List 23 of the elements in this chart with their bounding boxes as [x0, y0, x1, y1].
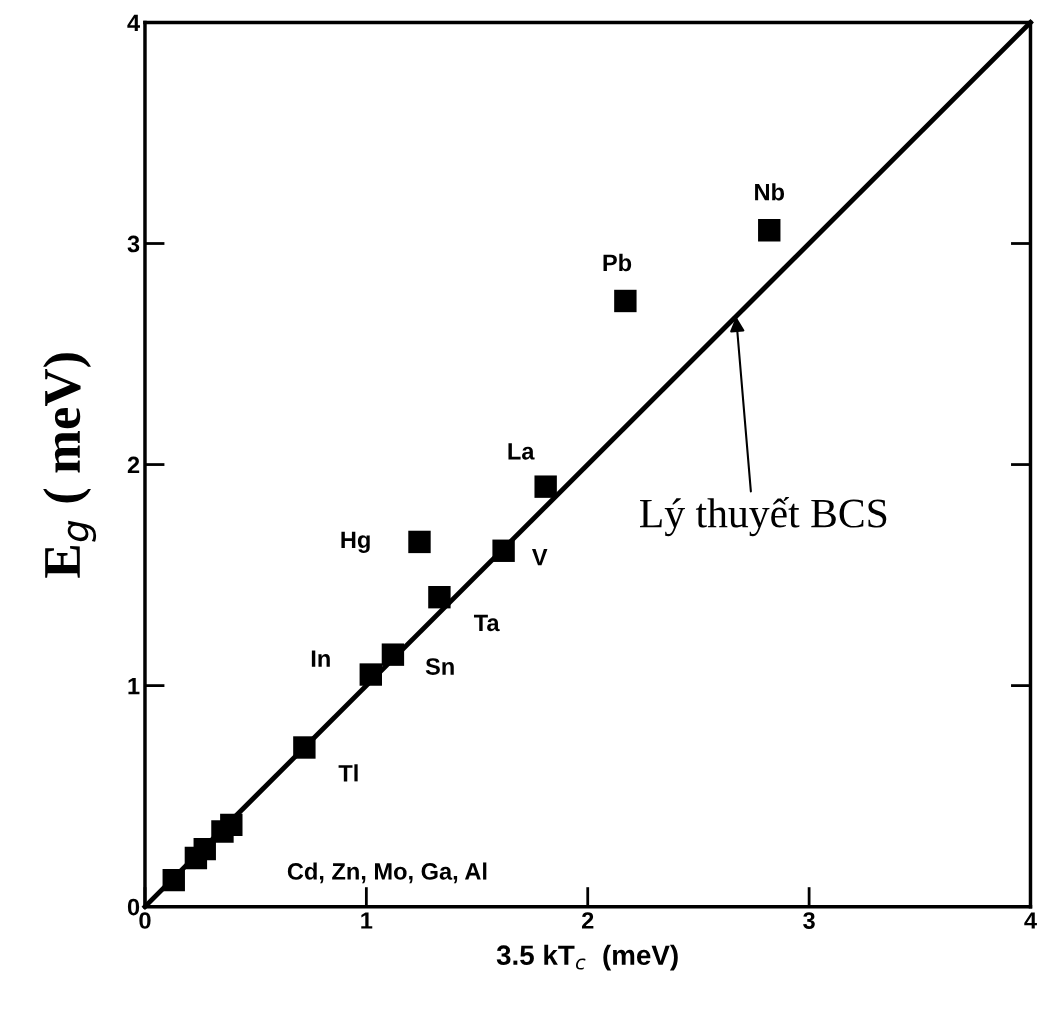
annotation: Lý thuyết BCS	[640, 497, 887, 537]
annotation: Hg	[341, 531, 370, 553]
annotation: Cd, Zn, Mo, Ga, Al	[287, 862, 487, 884]
x-tick-label: 2	[581, 912, 594, 929]
annotation: Tl	[338, 764, 358, 782]
x-tick-label: 3	[803, 912, 815, 929]
y-axis-title: E$_{g}$ ( meV)	[43, 353, 97, 578]
x-tick-label: 1	[361, 912, 373, 929]
x-tick-label: 0	[139, 912, 151, 929]
annotation: In	[311, 650, 330, 667]
annotation: Sn	[425, 658, 454, 675]
y-tick-label: 2	[127, 456, 140, 474]
x-axis-title: 3.5 kT$_{c}$ (meV)	[496, 944, 678, 971]
y-tick-label: 0	[127, 898, 140, 916]
y-tick-label: 4	[127, 14, 140, 32]
annotation: Ta	[473, 614, 500, 632]
y-tick-label: 1	[128, 677, 140, 695]
annotation: La	[508, 443, 535, 460]
annotation: Nb	[755, 183, 785, 201]
x-tick-label: 4	[1024, 912, 1037, 929]
y-tick-label: 3	[127, 235, 140, 253]
annotation: V	[532, 548, 548, 566]
annotation: Pb	[603, 253, 632, 272]
